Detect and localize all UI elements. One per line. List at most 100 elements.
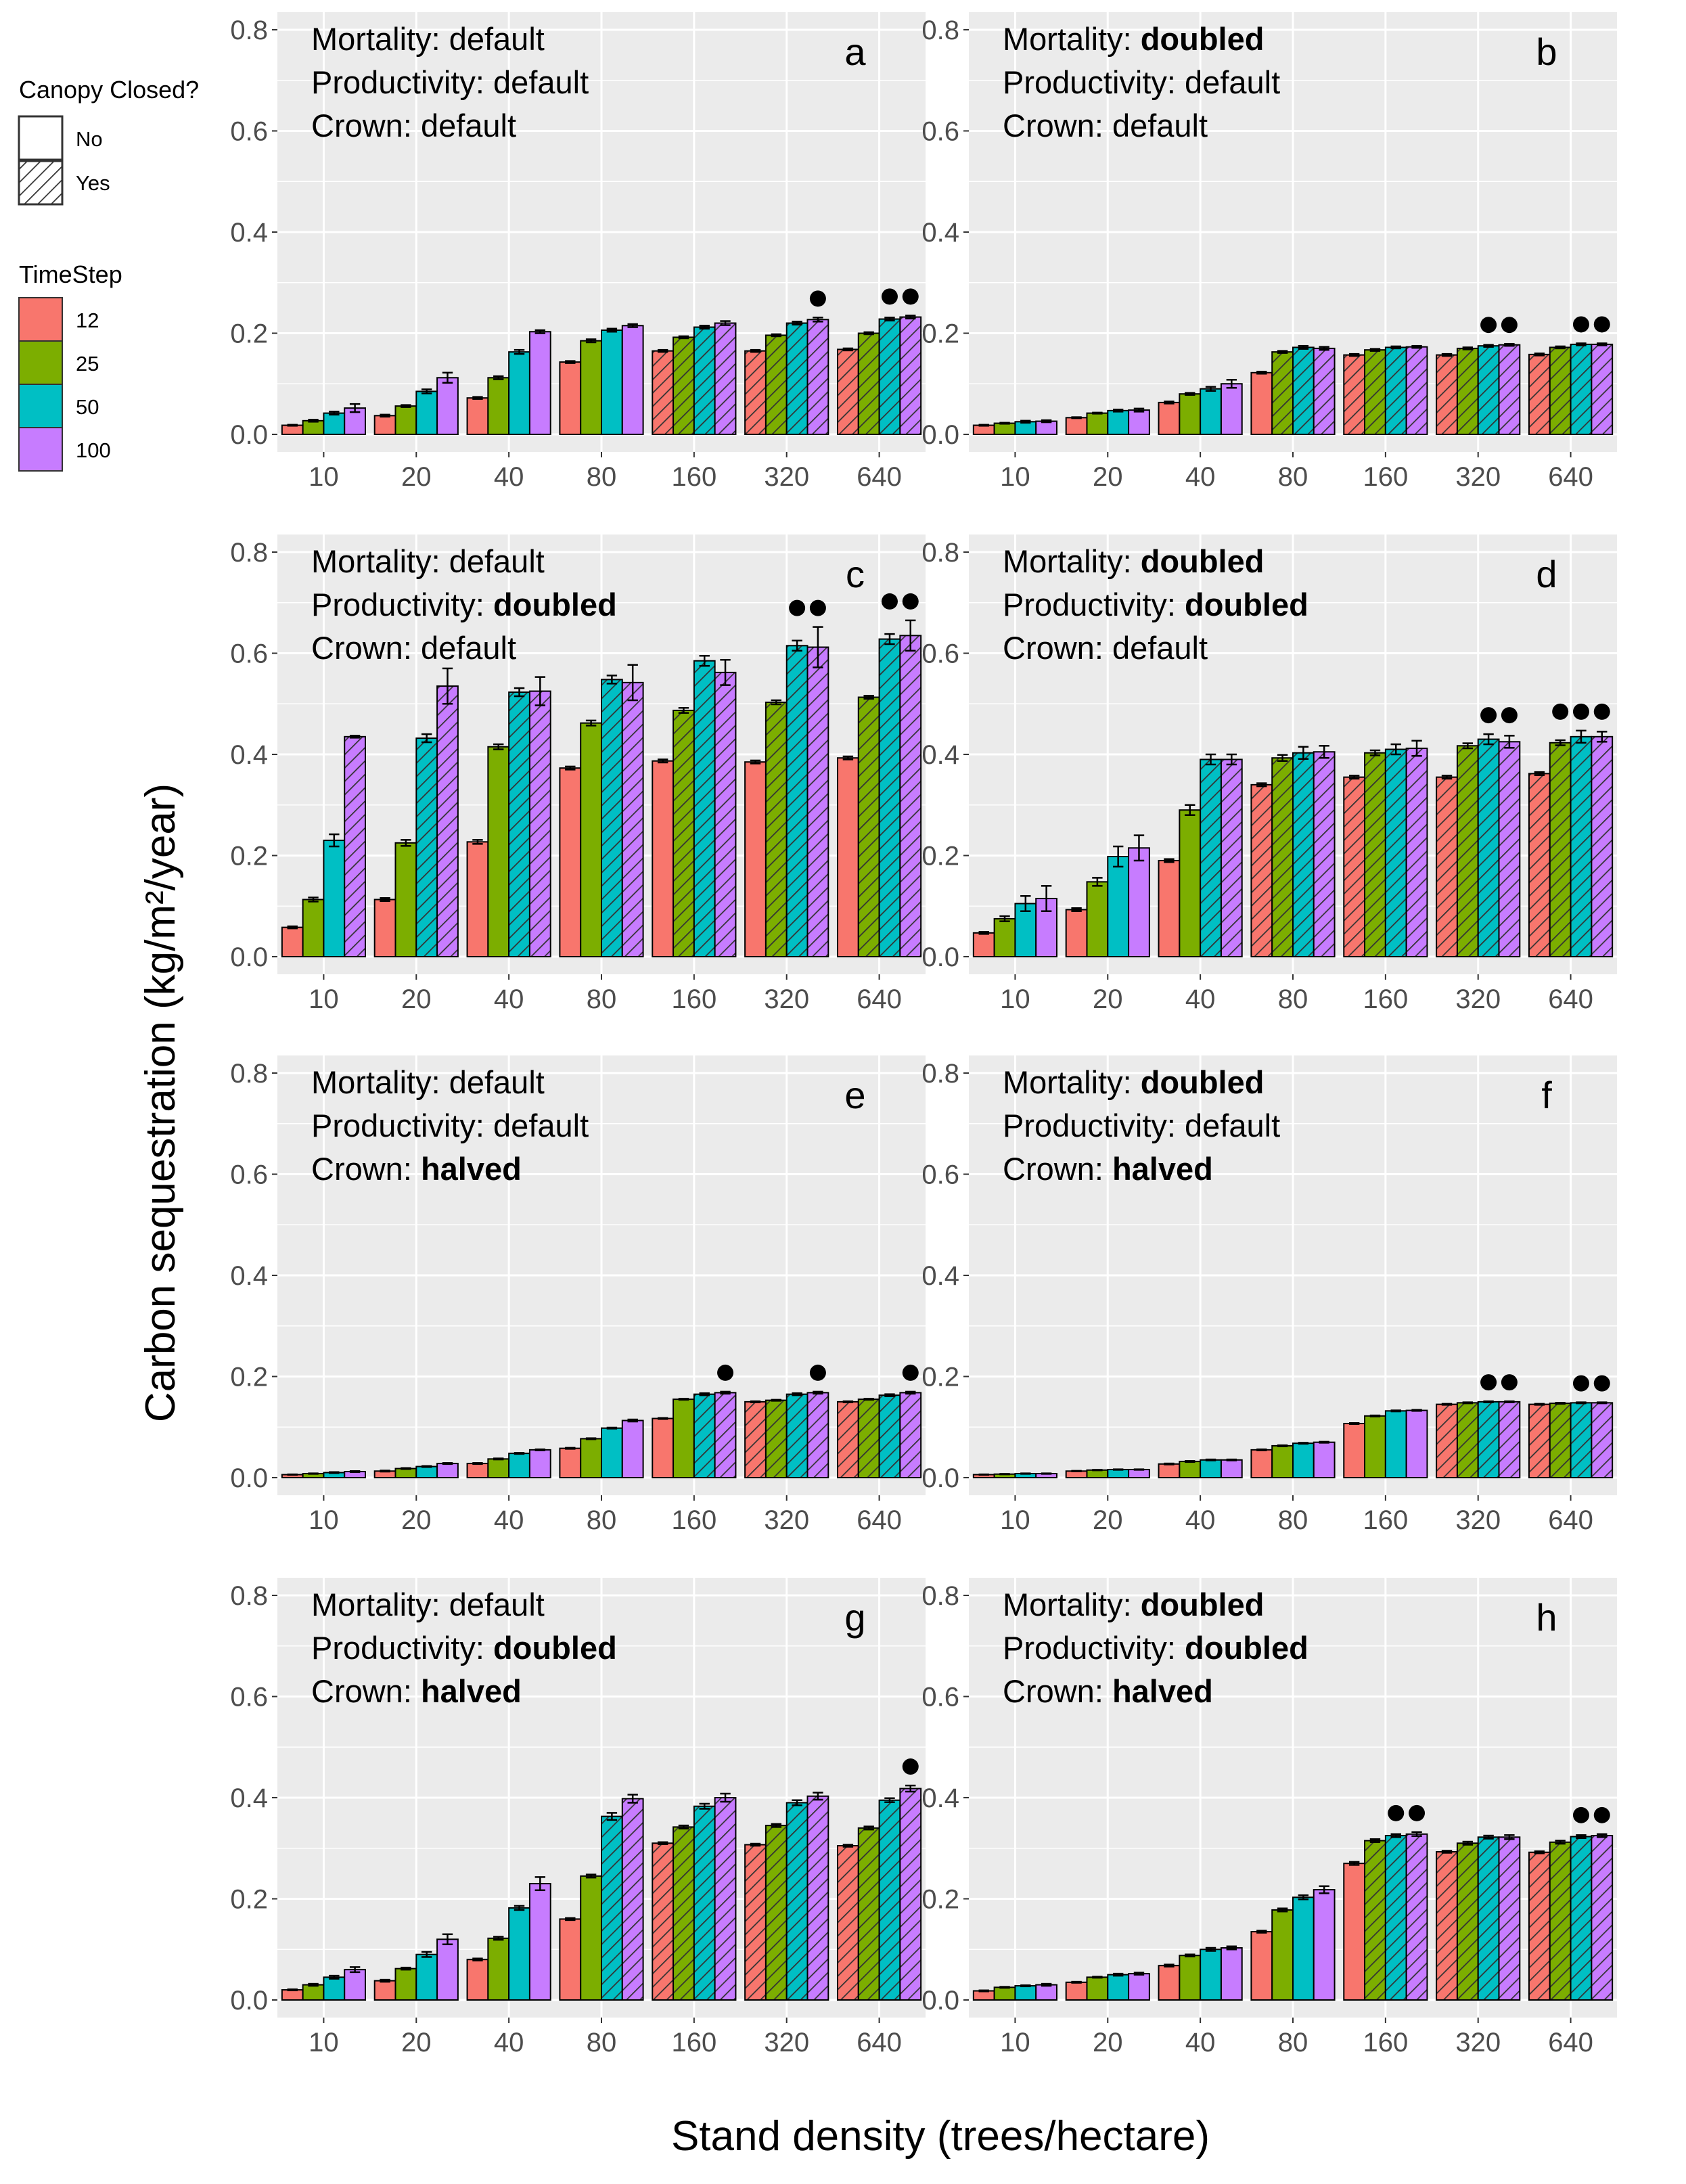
bar-hatch bbox=[1436, 1851, 1457, 2000]
error-bar bbox=[627, 1418, 638, 1423]
bars bbox=[281, 315, 922, 436]
bar-hatch bbox=[1499, 344, 1520, 434]
error-bar bbox=[380, 897, 390, 903]
error-bar bbox=[493, 743, 504, 750]
error-bar bbox=[905, 1390, 916, 1395]
y-tick-label: 0.2 bbox=[230, 1363, 268, 1392]
bar-hatch bbox=[786, 323, 808, 434]
bar-hatch bbox=[673, 710, 694, 957]
error-bar bbox=[1462, 346, 1474, 350]
annotation-value: default bbox=[493, 64, 589, 100]
error-bar bbox=[472, 396, 483, 400]
bar-ts25-d10 bbox=[302, 899, 324, 957]
error-bar bbox=[1133, 407, 1145, 413]
x-tick-label: 10 bbox=[309, 462, 339, 492]
y-tick-label: 0.8 bbox=[921, 16, 959, 45]
bar-ts12-d80 bbox=[1251, 372, 1273, 434]
error-bar bbox=[1369, 348, 1381, 352]
error-bar bbox=[1185, 804, 1195, 816]
bar-hatch bbox=[765, 1825, 787, 2000]
bar-ts50-d80 bbox=[601, 1428, 622, 1478]
annotation-value: doubled bbox=[1141, 1587, 1264, 1622]
error-bar bbox=[308, 1982, 319, 1987]
error-bar bbox=[585, 338, 597, 344]
bar-ts25-d10 bbox=[302, 1474, 324, 1478]
significance-dot bbox=[1480, 707, 1497, 724]
bar-ts50-d10 bbox=[323, 413, 345, 434]
x-tick-label: 640 bbox=[1548, 984, 1593, 1014]
legend-timestep-100-label: 100 bbox=[76, 438, 111, 462]
error-bar bbox=[585, 1873, 597, 1879]
x-tick-label: 80 bbox=[587, 2028, 617, 2057]
bar-ts50-d10 bbox=[1015, 903, 1036, 957]
x-axis-title: Stand density (trees/hectare) bbox=[671, 2113, 1210, 2160]
y-tick-label: 0.8 bbox=[921, 538, 959, 568]
error-bar bbox=[308, 419, 319, 423]
error-bar bbox=[813, 626, 823, 668]
error-bar bbox=[585, 719, 597, 727]
bar-ts100-d20 bbox=[1129, 410, 1149, 434]
bar-ts100-d20 bbox=[1129, 1470, 1149, 1478]
error-bar bbox=[978, 1473, 989, 1476]
bar-hatch bbox=[714, 1798, 736, 2000]
bar-hatch bbox=[900, 317, 921, 434]
error-bar bbox=[329, 1471, 340, 1474]
x-tick-label: 160 bbox=[671, 462, 716, 492]
bar-hatch bbox=[1221, 759, 1242, 957]
error-bar bbox=[1348, 352, 1360, 357]
bar-hatch bbox=[1591, 736, 1613, 957]
error-bar bbox=[1112, 1972, 1124, 1977]
bar-hatch bbox=[765, 335, 787, 434]
bar-ts25-d40 bbox=[1179, 1955, 1201, 2000]
annotation-label: Crown: bbox=[1003, 1151, 1112, 1187]
annotation-label: Productivity: bbox=[1003, 1630, 1185, 1666]
y-tick-label: 0.4 bbox=[230, 218, 268, 248]
error-bar bbox=[1319, 346, 1329, 351]
error-bar bbox=[884, 317, 895, 322]
error-bar bbox=[349, 403, 361, 413]
significance-dot bbox=[902, 288, 919, 305]
bar-hatch bbox=[1570, 344, 1592, 434]
error-bar bbox=[421, 388, 432, 394]
x-tick-label: 80 bbox=[587, 462, 617, 492]
annotation-value: default bbox=[1112, 630, 1208, 666]
x-tick-label: 10 bbox=[1000, 462, 1030, 492]
error-bar bbox=[1597, 731, 1608, 743]
bar-hatch bbox=[1549, 742, 1571, 957]
bar-hatch bbox=[622, 682, 643, 957]
bars bbox=[972, 1831, 1614, 2001]
significance-dot bbox=[1409, 1804, 1426, 1821]
significance-dot bbox=[809, 1364, 826, 1381]
bar-ts50-d40 bbox=[509, 1453, 530, 1478]
annotation-label: Productivity: bbox=[311, 587, 493, 622]
error-bar bbox=[493, 1936, 504, 1941]
bar-ts100-d40 bbox=[1221, 1459, 1242, 1478]
bar-ts25-d20 bbox=[395, 1968, 417, 2000]
error-bar bbox=[999, 1986, 1010, 1989]
error-bar bbox=[442, 1933, 453, 1946]
error-bar bbox=[1555, 345, 1566, 350]
bar-ts100-d80 bbox=[622, 1420, 643, 1478]
error-bar bbox=[999, 422, 1010, 425]
bar-hatch bbox=[765, 702, 787, 957]
bar-hatch bbox=[858, 1399, 880, 1478]
annotation-value: default bbox=[1185, 64, 1280, 100]
error-bar bbox=[1483, 1834, 1494, 1840]
bar-ts25-d160 bbox=[673, 1399, 694, 1478]
error-bar bbox=[792, 639, 802, 652]
error-bar bbox=[771, 1398, 782, 1402]
error-bar bbox=[1071, 416, 1082, 419]
bar-ts50-d40 bbox=[1200, 388, 1221, 434]
annotation-value: doubled bbox=[1185, 587, 1308, 622]
error-bar bbox=[287, 925, 298, 930]
bar-hatch bbox=[1272, 352, 1293, 434]
error-bar bbox=[1256, 371, 1267, 375]
bar-hatch bbox=[1457, 1843, 1478, 2000]
error-bar bbox=[1092, 877, 1103, 887]
x-tick-label: 20 bbox=[1093, 1505, 1123, 1535]
bar-hatch bbox=[900, 635, 921, 957]
bar-ts50-d20 bbox=[416, 391, 438, 434]
bar-ts25-d80 bbox=[580, 723, 601, 957]
bar-hatch bbox=[1499, 1401, 1520, 1478]
